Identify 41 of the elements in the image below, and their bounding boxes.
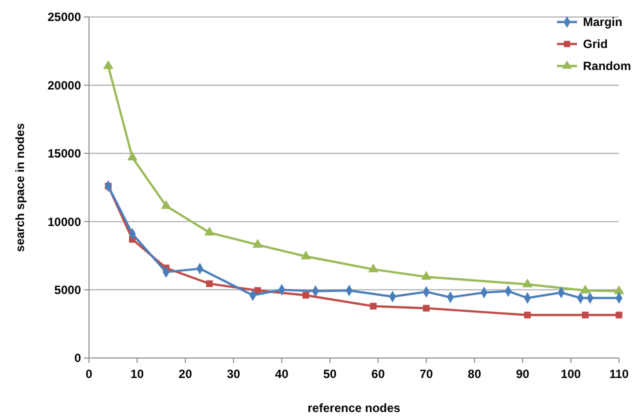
x-tick-label: 50 — [323, 367, 337, 381]
point — [127, 152, 138, 160]
y-tick-label: 5000 — [54, 283, 82, 297]
y-tick-label: 10000 — [48, 214, 82, 229]
x-tick-label: 30 — [226, 367, 241, 381]
point — [422, 304, 430, 312]
y-tick-label: 20000 — [48, 78, 82, 92]
point — [614, 285, 624, 294]
legend-label: Random — [583, 59, 631, 74]
x-tick-label: 40 — [275, 367, 289, 381]
legend-label: Grid — [583, 37, 608, 52]
point — [300, 250, 311, 260]
point — [616, 312, 622, 318]
point — [206, 280, 213, 288]
y-tick-label: 15000 — [48, 146, 82, 161]
point — [302, 292, 310, 299]
x-axis-title: reference nodes — [308, 401, 401, 415]
point — [580, 284, 590, 294]
point — [421, 270, 432, 280]
point — [204, 226, 215, 236]
point — [160, 200, 172, 209]
x-tick-label: 10 — [130, 367, 144, 381]
point — [582, 312, 589, 318]
point — [370, 302, 377, 310]
x-tick-label: 80 — [468, 367, 482, 381]
point — [522, 278, 533, 288]
point — [103, 60, 114, 70]
point — [252, 238, 263, 248]
x-tick-label: 70 — [420, 367, 434, 381]
x-tick-label: 0 — [86, 367, 93, 381]
x-tick-label: 90 — [516, 367, 530, 381]
x-tick-label: 20 — [178, 367, 192, 381]
point — [524, 312, 531, 318]
legend-label: Margin — [583, 15, 622, 30]
y-axis-title: search space in nodes — [13, 122, 27, 252]
y-tick-label: 0 — [74, 351, 82, 366]
x-tick-label: 110 — [609, 367, 630, 381]
point — [368, 263, 378, 272]
x-tick-label: 100 — [560, 367, 582, 381]
x-tick-label: 60 — [371, 367, 386, 381]
y-tick-label: 25000 — [48, 10, 82, 24]
